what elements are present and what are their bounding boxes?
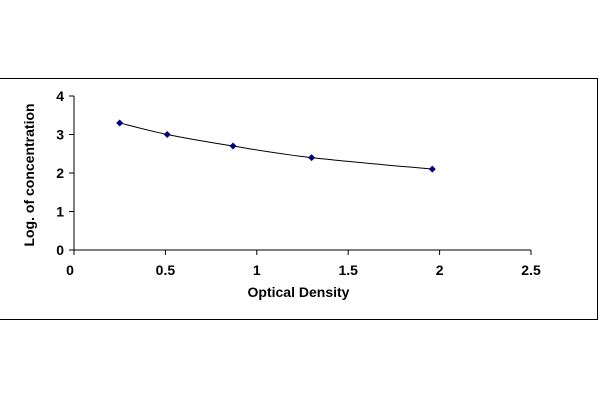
data-point (163, 131, 171, 138)
axes (73, 96, 531, 251)
x-tick-label: 0.5 (156, 262, 176, 278)
x-tick-label: 2 (436, 262, 444, 278)
y-tick-label: 3 (56, 127, 64, 143)
data-point (428, 165, 436, 173)
y-tick-label: 4 (56, 88, 64, 104)
y-ticks: 0 1 2 3 4 (56, 88, 74, 258)
data-point (116, 119, 124, 127)
x-tick-label: 0 (66, 262, 74, 278)
data-point (229, 142, 237, 150)
series-markers (116, 119, 436, 173)
x-ticks: 0 0.5 1 1.5 2 2.5 (66, 250, 541, 278)
x-tick-label: 1 (253, 262, 261, 278)
chart-frame (0, 78, 598, 320)
y-tick-label: 2 (56, 165, 64, 181)
series-curve (119, 122, 433, 170)
y-tick-label: 1 (56, 204, 64, 220)
y-axis-label: Log. of concentration (21, 103, 37, 246)
x-tick-label: 2.5 (521, 262, 541, 278)
data-point (308, 154, 316, 162)
y-tick-label: 0 (56, 242, 64, 258)
x-tick-label: 1.5 (338, 262, 358, 278)
x-axis-label: Optical Density (248, 284, 350, 300)
